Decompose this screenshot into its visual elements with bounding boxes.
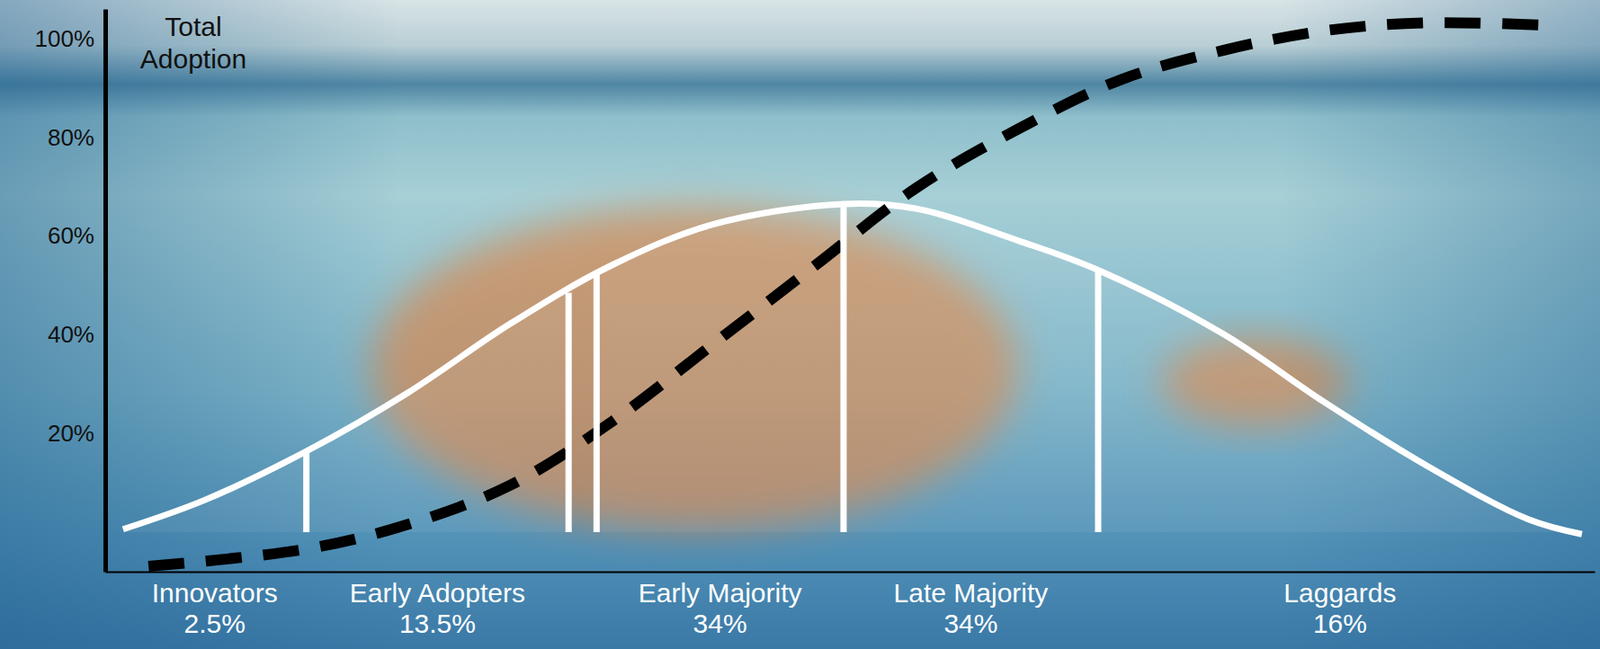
tick: 20% <box>47 420 106 447</box>
divider <box>593 273 600 533</box>
data-label: 34% <box>943 608 998 639</box>
segment-area <box>306 203 570 535</box>
axis-title: TotalAdoption <box>140 11 247 74</box>
data-label: 2.5% <box>184 608 246 639</box>
divider <box>565 293 573 533</box>
divider <box>1095 269 1102 533</box>
plot: 20% 40% 60% 80% 100% TotalAdoption <box>35 9 1596 573</box>
data-label: 13.5% <box>399 608 476 639</box>
segment-area <box>596 203 844 535</box>
data-label: 16% <box>1313 608 1368 639</box>
water <box>0 0 1600 649</box>
divider <box>840 204 847 533</box>
tick: 60% <box>47 222 106 250</box>
y-axis-line <box>103 9 108 573</box>
cumulative-line <box>148 22 1559 567</box>
background <box>0 0 1600 649</box>
x-axis-line <box>106 572 1596 574</box>
x-axis <box>106 572 1596 573</box>
segment-area <box>1098 203 1583 535</box>
divider <box>303 451 310 533</box>
segment-area <box>843 203 1099 535</box>
tick-label: 100% <box>35 25 96 53</box>
tick: 100% <box>35 25 107 53</box>
chart: 20%40%60%80%100%TotalAdoptionInnovators2… <box>0 0 1600 649</box>
data-label: 34% <box>693 608 748 639</box>
vignette <box>0 0 1600 649</box>
y-axis: 20% 40% 60% 80% 100% <box>35 9 107 573</box>
category-label: Innovators <box>151 578 278 608</box>
distribution-curve <box>123 203 1583 535</box>
segment-area <box>123 203 307 535</box>
category-label: Early Majority <box>638 578 803 608</box>
category-label: Late Majority <box>893 578 1049 608</box>
marks <box>123 22 1583 567</box>
tick: 80% <box>47 124 106 152</box>
category-labels: Innovators2.5% Early Adopters13.5% Early M… <box>151 578 1397 639</box>
tick: 40% <box>47 321 106 349</box>
tick-label: 80% <box>47 124 95 152</box>
category-label: Early Adopters <box>349 578 526 608</box>
tick-label: 40% <box>47 321 95 349</box>
tick-label: 60% <box>47 222 95 250</box>
category-label: Laggards <box>1283 578 1396 608</box>
tick-label: 20% <box>47 420 95 447</box>
